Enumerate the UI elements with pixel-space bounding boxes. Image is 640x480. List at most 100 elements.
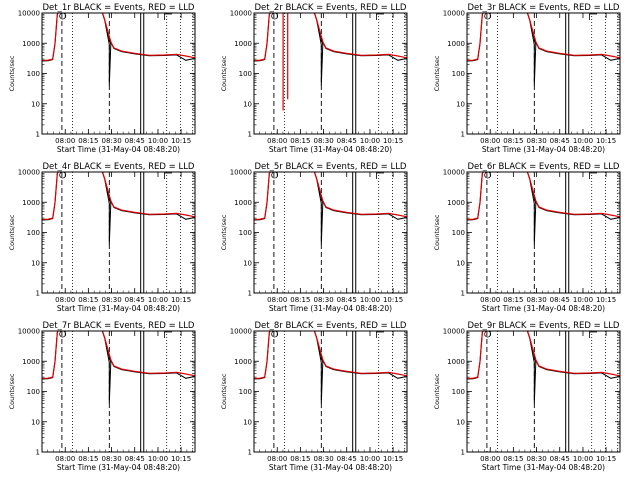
y-axis-label: Counts/sec [8,214,16,250]
x-tick-label: 08:00 [267,296,287,304]
y-tick-label: 100 [27,229,40,237]
x-tick-label: 08:15 [78,296,98,304]
x-tick-label: 08:30 [102,296,122,304]
x-tick-label: 10:15 [171,296,191,304]
marker-bracket [376,172,385,179]
panel-4: Det_4r BLACK = Events, RED = LLD 1 10 100 10… [8,162,196,313]
y-tick-label: 1 [36,449,40,457]
y-tick-label: 10 [456,418,465,426]
series-events-line [42,172,195,245]
x-tick-label: 08:30 [527,137,547,145]
x-tick-label: 08:15 [78,455,98,463]
plot-frame [41,12,196,135]
x-tick-label: 08:45 [550,455,570,463]
x-tick-label: 08:45 [337,296,357,304]
y-tick-label: 100 [239,229,252,237]
marker-circle [271,171,279,179]
x-axis-label: Start Time (31-May-04 08:48:20) [482,463,605,472]
x-tick-label: 08:00 [55,455,75,463]
y-tick-label: 100 [239,70,252,78]
panel-title: Det_9r BLACK = Events, RED = LLD [468,321,620,331]
x-tick-label: 08:00 [55,137,75,145]
panel-8: Det_8r BLACK = Events, RED = LLD 1 10 100 10… [220,321,408,472]
x-tick-label: 10:15 [383,296,403,304]
series-lld-line [42,331,195,380]
series-lld-line [42,13,195,62]
y-tick-label: 1 [461,131,465,139]
series-lld-line [254,331,407,380]
series-lld-line [467,13,620,62]
x-tick-label: 08:30 [102,137,122,145]
x-tick-label: 08:15 [78,137,98,145]
plot-frame [253,171,408,294]
x-tick-label: 08:45 [550,137,570,145]
plot-frame [253,330,408,453]
y-tick-label: 100 [452,229,465,237]
marker-circle [271,12,279,20]
y-tick-label: 10000 [18,328,40,336]
x-tick-label: 10:15 [171,455,191,463]
y-axis-label: Counts/sec [8,55,16,91]
x-axis-label: Start Time (31-May-04 08:48:20) [269,304,392,313]
x-tick-label: 08:15 [290,455,310,463]
y-tick-label: 10000 [230,169,252,177]
x-tick-label: 08:15 [290,137,310,145]
plot-frame [41,171,196,294]
series-events-line [254,13,407,86]
panel-title: Det_6r BLACK = Events, RED = LLD [468,162,620,172]
y-tick-label: 1 [461,290,465,298]
y-tick-label: 1 [248,290,252,298]
x-tick-label: 10:00 [360,137,380,145]
y-tick-label: 10000 [443,169,465,177]
x-tick-label: 08:15 [503,296,523,304]
x-tick-label: 08:45 [337,137,357,145]
x-tick-label: 08:00 [267,137,287,145]
panel-title: Det_4r BLACK = Events, RED = LLD [43,162,195,172]
y-tick-label: 10000 [443,10,465,18]
series-lld-line [254,13,407,111]
y-axis-label: Counts/sec [220,373,228,409]
y-tick-label: 1000 [447,199,465,207]
x-tick-label: 08:45 [337,455,357,463]
panel-6: Det_6r BLACK = Events, RED = LLD 1 10 100 10… [433,162,621,313]
panel-5: Det_5r BLACK = Events, RED = LLD 1 10 100 10… [220,162,408,313]
marker-bracket [376,331,385,338]
series-events-line [42,13,195,86]
x-axis-label: Start Time (31-May-04 08:48:20) [57,304,180,313]
marker-bracket [376,13,385,20]
y-tick-label: 10 [456,100,465,108]
x-tick-label: 08:00 [480,137,500,145]
marker-bracket [164,172,173,179]
y-tick-label: 1 [36,131,40,139]
x-tick-label: 10:00 [573,137,593,145]
x-axis-label: Start Time (31-May-04 08:48:20) [269,145,392,154]
x-tick-label: 08:30 [527,296,547,304]
series-lld-line [42,172,195,221]
x-tick-label: 08:15 [290,296,310,304]
panel-7: Det_7r BLACK = Events, RED = LLD 1 10 100 10… [8,321,196,472]
x-tick-label: 10:15 [383,455,403,463]
x-tick-label: 10:00 [360,296,380,304]
y-tick-label: 10000 [230,328,252,336]
y-tick-label: 10000 [18,169,40,177]
panel-9: Det_9r BLACK = Events, RED = LLD 1 10 100 10… [433,321,621,472]
y-tick-label: 10 [243,100,252,108]
panel-3: Det_3r BLACK = Events, RED = LLD 1 10 100 10… [433,3,621,154]
y-axis-label: Counts/sec [433,55,441,91]
y-tick-label: 1 [36,290,40,298]
x-tick-label: 08:00 [480,296,500,304]
plot-frame [466,171,621,294]
x-tick-label: 10:00 [360,455,380,463]
x-tick-label: 10:15 [596,137,616,145]
x-tick-label: 10:15 [596,455,616,463]
y-tick-label: 1000 [447,40,465,48]
series-lld-line [467,331,620,380]
x-tick-label: 10:00 [573,296,593,304]
marker-bracket [589,13,598,20]
marker-bracket [589,172,598,179]
panel-title: Det_3r BLACK = Events, RED = LLD [468,3,620,13]
x-tick-label: 08:45 [125,455,145,463]
x-tick-label: 08:30 [314,296,334,304]
y-tick-label: 10 [31,259,40,267]
y-axis-label: Counts/sec [220,214,228,250]
